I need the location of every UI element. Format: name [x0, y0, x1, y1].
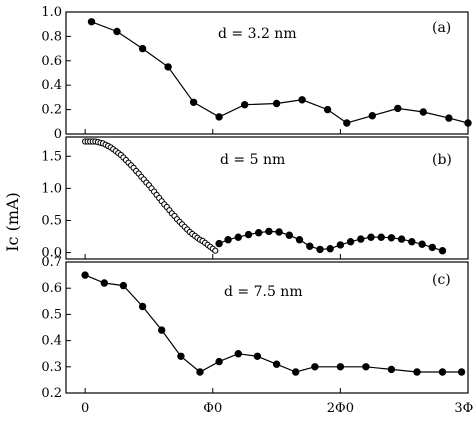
data-point: [306, 242, 314, 250]
data-point: [438, 247, 447, 255]
data-point: [295, 236, 304, 244]
data-point: [138, 302, 147, 311]
data-point: [255, 229, 263, 237]
y-tick-label: 0.5: [41, 307, 62, 322]
y-tick-label: 0.3: [41, 360, 62, 375]
data-point: [138, 44, 147, 53]
data-point: [272, 99, 281, 108]
data-point: [418, 240, 426, 248]
y-tick-label: 0: [54, 127, 62, 142]
data-point: [285, 231, 293, 239]
panel-a-frame: [65, 11, 469, 135]
y-tick-label: 0.2: [41, 386, 62, 401]
data-point: [367, 233, 375, 241]
data-point: [394, 104, 402, 113]
data-point: [292, 368, 300, 376]
data-point: [215, 239, 223, 248]
data-point: [336, 363, 345, 371]
y-tick-label: 0.5: [41, 213, 62, 228]
data-point: [241, 101, 249, 109]
y-tick-label: 0.4: [41, 78, 62, 93]
data-point: [113, 27, 121, 36]
data-point: [336, 241, 345, 249]
data-point: [413, 368, 421, 376]
y-tick-label: 0.4: [41, 334, 62, 349]
panel-c-annotation: d = 7.5 nm: [224, 284, 303, 300]
data-point: [164, 63, 172, 71]
panel-b-annotation: d = 5 nm: [220, 152, 285, 168]
data-point: [343, 119, 351, 127]
y-tick-label: 1.0: [41, 5, 62, 20]
data-point: [81, 271, 89, 279]
data-point: [311, 363, 319, 371]
data-point: [387, 234, 396, 242]
panel-c-label: (c): [432, 272, 451, 288]
data-point: [100, 279, 109, 287]
x-tick-label: 0: [81, 401, 89, 416]
data-point: [438, 368, 447, 376]
panel-a-label: (a): [432, 20, 451, 36]
data-point: [234, 350, 243, 358]
y-tick-label: 0.6: [41, 281, 62, 296]
data-point: [119, 281, 128, 290]
data-point: [244, 230, 253, 239]
data-point: [215, 113, 223, 121]
panel-a: d = 3.2 nm (a) 0 0.2 0.4 0.6 0.8 1.0: [41, 5, 472, 142]
data-point: [323, 105, 332, 114]
data-point: [234, 233, 243, 241]
data-point: [253, 352, 262, 360]
data-point: [224, 236, 232, 244]
data-point: [397, 235, 406, 243]
panel-b: d = 5 nm (b) 0.0 0.5 1.0 1.5: [41, 136, 469, 261]
panel-b-frame: [65, 136, 469, 260]
data-point: [272, 360, 281, 368]
data-point: [326, 245, 334, 253]
data-point: [362, 363, 370, 371]
panel-c: d = 7.5 nm (c) 0.2 0.3 0.4 0.5 0.6 0.7 0 Φ0 2Φ0…: [41, 255, 474, 416]
y-tick-label: 0.2: [41, 103, 62, 118]
y-tick-label: 1.0: [41, 181, 62, 196]
data-point: [445, 114, 453, 122]
series-line: [91, 21, 469, 124]
data-point: [215, 357, 223, 366]
x-tick-label: Φ0: [203, 401, 222, 416]
data-point: [177, 352, 185, 360]
data-point: [408, 238, 416, 246]
panel-b-label: (b): [432, 152, 452, 168]
data-point: [357, 235, 365, 243]
y-tick-label: 0.0: [41, 246, 62, 261]
data-point: [464, 119, 472, 127]
data-point: [419, 108, 427, 116]
data-point: [298, 96, 306, 104]
y-tick-label: 0.8: [41, 29, 62, 44]
data-point: [377, 233, 385, 241]
data-point: [275, 228, 283, 236]
y-tick-label: 0.6: [41, 54, 62, 69]
data-point: [87, 18, 96, 26]
data-point: [368, 112, 376, 120]
panel-c-frame: [65, 261, 469, 394]
data-point: [212, 247, 219, 254]
data-point: [428, 243, 436, 252]
y-tick-label: 0.7: [41, 255, 62, 270]
data-point: [457, 368, 466, 376]
y-tick-label: 1.5: [41, 149, 62, 164]
data-point: [316, 245, 324, 254]
data-point: [387, 365, 396, 374]
data-point: [189, 98, 198, 107]
panel-a-annotation: d = 3.2 nm: [218, 26, 297, 42]
x-tick-label: 3Φ0: [454, 401, 474, 416]
data-point: [346, 238, 355, 246]
data-point: [196, 368, 204, 376]
x-tick-label: 2Φ0: [327, 401, 354, 416]
data-point: [265, 227, 273, 236]
data-point: [158, 326, 166, 334]
y-axis-label: Ic (mA): [3, 192, 22, 252]
